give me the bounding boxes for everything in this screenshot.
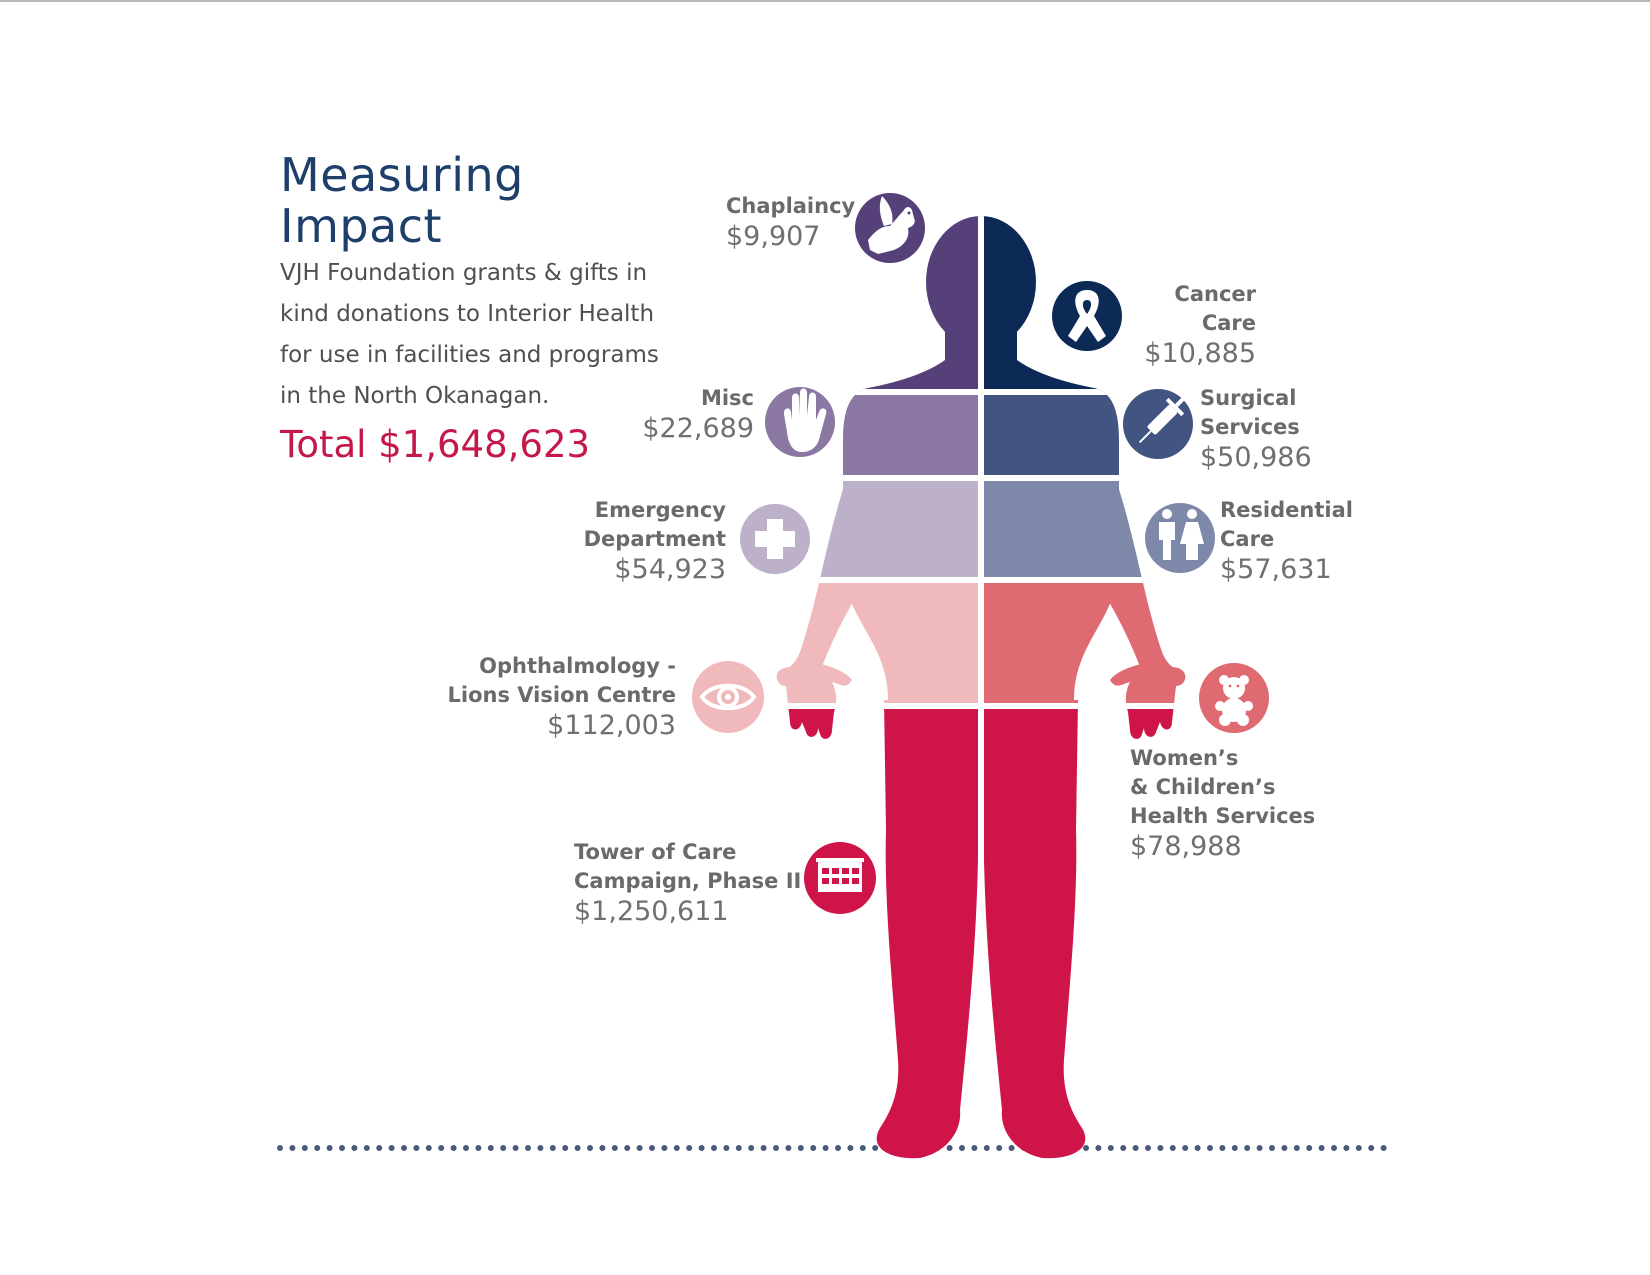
syringe-icon bbox=[1123, 389, 1193, 459]
category-name: Ophthalmology - bbox=[479, 654, 676, 678]
category-name: Emergency bbox=[594, 498, 726, 522]
hand-icon bbox=[765, 387, 835, 457]
band-abdomen-left bbox=[776, 580, 981, 706]
dove-icon bbox=[855, 193, 925, 263]
label-womens-childrens: Women’s & Children’s Health Services $78… bbox=[1130, 744, 1315, 863]
eye-icon bbox=[692, 661, 764, 733]
category-name: Surgical bbox=[1200, 386, 1297, 410]
description-line: VJH Foundation grants & gifts in bbox=[280, 260, 648, 287]
description-line: kind donations to Interior Health bbox=[280, 301, 655, 328]
category-name: Services bbox=[1200, 415, 1300, 439]
category-name: & Children’s bbox=[1130, 775, 1276, 799]
category-amount: $9,907 bbox=[726, 221, 821, 252]
category-name: Women’s bbox=[1130, 746, 1239, 770]
category-name: Campaign, Phase II bbox=[574, 869, 802, 893]
teddy-bear-icon bbox=[1199, 663, 1269, 733]
category-name: Residential bbox=[1220, 498, 1353, 522]
label-ophthalmology: Ophthalmology - Lions Vision Centre $112… bbox=[430, 652, 676, 742]
label-misc: Misc $22,689 bbox=[620, 384, 754, 445]
category-name: Tower of Care bbox=[574, 840, 737, 864]
category-amount: $22,689 bbox=[642, 413, 754, 444]
ribbon-icon bbox=[1052, 281, 1122, 351]
label-surgical-services: Surgical Services $50,986 bbox=[1200, 384, 1312, 474]
category-name: Misc bbox=[700, 386, 754, 410]
top-border bbox=[0, 0, 1650, 2]
intro-block: Measuring Impact VJH Foundation grants &… bbox=[280, 148, 700, 467]
label-residential-care: Residential Care $57,631 bbox=[1220, 496, 1353, 586]
label-cancer-care: Cancer Care $10,885 bbox=[1120, 280, 1256, 370]
category-amount: $10,885 bbox=[1144, 338, 1256, 369]
category-amount: $1,250,611 bbox=[574, 896, 729, 927]
category-name: Chaplaincy bbox=[726, 194, 856, 218]
label-chaplaincy: Chaplaincy $9,907 bbox=[726, 192, 855, 253]
category-amount: $78,988 bbox=[1130, 831, 1242, 862]
total-amount: Total $1,648,623 bbox=[280, 423, 591, 467]
page-title: Measuring Impact bbox=[280, 148, 524, 253]
category-name: Department bbox=[583, 527, 726, 551]
medical-cross-icon bbox=[740, 504, 810, 574]
band-abdomen-right bbox=[981, 580, 1186, 706]
people-icon bbox=[1145, 503, 1215, 573]
category-name: Health Services bbox=[1130, 804, 1316, 828]
building-icon bbox=[804, 842, 876, 914]
category-amount: $54,923 bbox=[614, 554, 726, 585]
description-line: for use in facilities and programs bbox=[280, 342, 659, 369]
category-amount: $112,003 bbox=[547, 710, 676, 741]
description: VJH Foundation grants & gifts in kind do… bbox=[280, 253, 700, 417]
category-amount: $57,631 bbox=[1220, 554, 1332, 585]
category-name: Cancer Care bbox=[1174, 282, 1256, 335]
category-amount: $50,986 bbox=[1200, 442, 1312, 473]
description-line: in the North Okanagan. bbox=[280, 383, 550, 410]
category-name: Care bbox=[1220, 527, 1275, 551]
category-name: Lions Vision Centre bbox=[447, 683, 676, 707]
label-emergency-department: Emergency Department $54,923 bbox=[556, 496, 726, 586]
label-tower-of-care: Tower of Care Campaign, Phase II $1,250,… bbox=[574, 838, 801, 928]
band-chest-left bbox=[780, 478, 981, 580]
